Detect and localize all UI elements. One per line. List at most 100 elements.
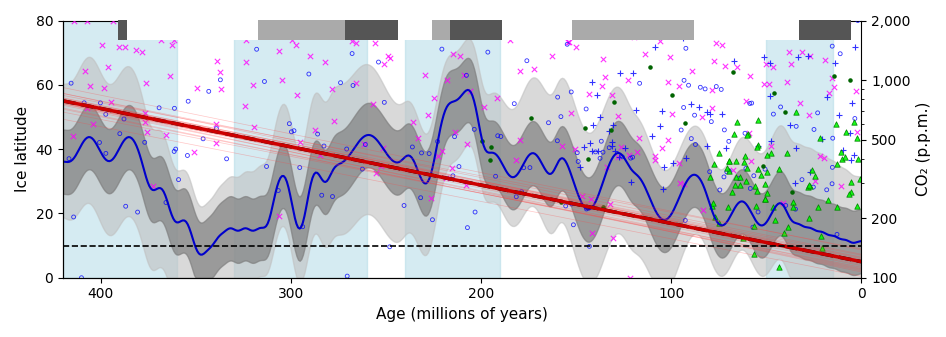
- Point: [738, 166, 753, 171]
- Point: [348, 18, 363, 23]
- Point: [436, 18, 451, 23]
- Point: [85, 122, 100, 127]
- Point: [801, 182, 816, 188]
- Point: [794, 18, 809, 23]
- Point: [819, 187, 834, 192]
- Point: [594, 139, 609, 144]
- Point: [583, 140, 598, 146]
- Point: [832, 113, 847, 118]
- Point: [722, 168, 737, 174]
- Point: [778, 109, 793, 114]
- Point: [760, 169, 775, 174]
- Point: [186, 149, 201, 154]
- Point: [590, 149, 605, 154]
- Point: [483, 144, 499, 150]
- Point: [637, 52, 652, 57]
- Point: [789, 124, 804, 129]
- Point: [829, 18, 844, 23]
- Point: [382, 244, 397, 249]
- Point: [760, 190, 775, 196]
- Point: [672, 83, 687, 88]
- Point: [647, 44, 662, 50]
- Bar: [572, 20, 694, 40]
- Point: [339, 18, 354, 23]
- Point: [292, 165, 307, 170]
- Point: [767, 33, 782, 39]
- Point: [582, 244, 597, 249]
- Point: [249, 47, 264, 52]
- Point: [595, 150, 610, 155]
- Point: [463, 88, 478, 94]
- Point: [339, 146, 354, 152]
- Point: [371, 59, 386, 65]
- Point: [158, 200, 173, 205]
- Point: [345, 83, 360, 88]
- Point: [687, 113, 702, 118]
- Point: [815, 246, 830, 251]
- Point: [231, 18, 246, 23]
- Point: [113, 131, 128, 136]
- Point: [66, 133, 81, 139]
- Point: [405, 144, 420, 150]
- Point: [316, 143, 331, 149]
- Point: [79, 106, 95, 111]
- Point: [806, 184, 821, 190]
- Point: [146, 18, 161, 23]
- Point: [590, 92, 605, 98]
- Point: [711, 151, 727, 156]
- Point: [787, 180, 802, 186]
- Point: [780, 80, 795, 85]
- Point: [830, 161, 845, 166]
- Point: [604, 127, 619, 132]
- Bar: [62, 21, 177, 278]
- Point: [128, 18, 143, 23]
- Point: [314, 192, 329, 198]
- Point: [598, 74, 613, 80]
- Point: [509, 158, 524, 163]
- Point: [575, 193, 590, 198]
- Point: [726, 69, 741, 75]
- Point: [526, 66, 541, 71]
- Point: [678, 155, 693, 161]
- Point: [739, 165, 754, 171]
- Point: [443, 18, 458, 23]
- Point: [677, 120, 692, 125]
- Point: [82, 84, 97, 89]
- Point: [844, 189, 859, 194]
- Point: [365, 102, 380, 107]
- Point: [580, 156, 595, 162]
- Point: [561, 40, 576, 45]
- Point: [209, 59, 224, 64]
- Point: [577, 144, 592, 149]
- Point: [840, 18, 855, 23]
- Point: [414, 150, 429, 156]
- Point: [825, 43, 840, 49]
- Point: [92, 140, 107, 145]
- Point: [604, 139, 620, 145]
- Point: [766, 112, 781, 117]
- Point: [745, 224, 761, 230]
- Point: [611, 113, 626, 119]
- Point: [813, 233, 828, 239]
- Point: [746, 173, 762, 179]
- Point: [541, 120, 556, 125]
- Point: [475, 139, 490, 144]
- Point: [779, 203, 794, 208]
- Point: [237, 104, 253, 109]
- Point: [439, 175, 454, 180]
- Point: [746, 224, 762, 229]
- Point: [737, 159, 752, 164]
- Point: [604, 92, 620, 98]
- Point: [707, 161, 722, 166]
- Point: [645, 133, 660, 139]
- Point: [849, 89, 864, 94]
- Point: [292, 139, 307, 145]
- Point: [430, 139, 446, 144]
- Point: [795, 50, 810, 55]
- Point: [622, 153, 637, 158]
- Point: [653, 123, 668, 129]
- Point: [725, 167, 740, 172]
- Point: [604, 144, 620, 149]
- Point: [118, 204, 133, 209]
- Point: [621, 78, 636, 83]
